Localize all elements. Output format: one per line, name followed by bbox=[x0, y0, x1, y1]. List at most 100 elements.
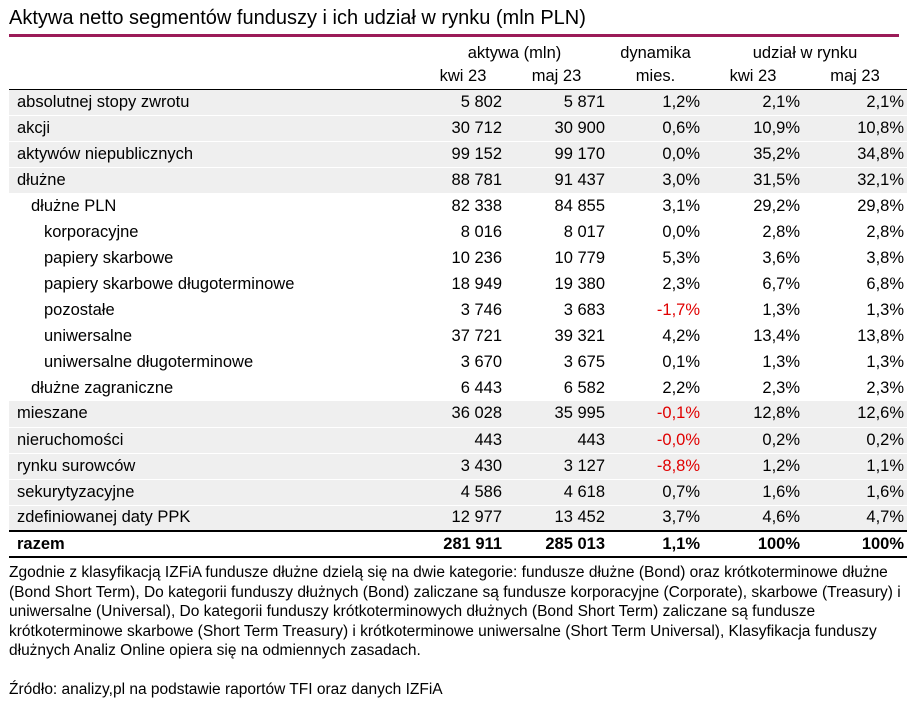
cell-dynamika-mies: 0,1% bbox=[662, 352, 701, 371]
cell-udzial-kwi23: 12,8% bbox=[703, 401, 804, 428]
cell-aktywa-maj23: 8 017 bbox=[563, 222, 606, 241]
cell-udzial-kwi23: 10,9% bbox=[703, 115, 804, 142]
cell-dynamika-mies: 0,7% bbox=[608, 479, 704, 506]
table-row-total: razem 281 911 285 013 1,1% 100% 100% bbox=[9, 530, 908, 558]
cell-udzial-maj23: 100% bbox=[803, 530, 908, 558]
cell-dynamika-mies: 3,7% bbox=[608, 505, 704, 532]
cell-aktywa-kwi23: 37 721 bbox=[451, 326, 502, 345]
cell-udzial-kwi23: 100% bbox=[703, 530, 804, 558]
row-label: nieruchomości bbox=[9, 427, 421, 454]
col-header-aktywa-kwi23: kwi 23 bbox=[421, 64, 505, 90]
cell-dynamika-mies: 0,0% bbox=[662, 222, 701, 241]
table-body: absolutnej stopy zwrotu 5 802 5 871 1,2% 2,1… bbox=[9, 89, 908, 558]
cell-aktywa-kwi23: 3 670 bbox=[460, 352, 502, 371]
row-label: mieszane bbox=[9, 401, 421, 428]
cell-udzial-maj23: 1,1% bbox=[803, 453, 908, 480]
cell-dynamika-mies: -1,7% bbox=[656, 300, 701, 319]
cell-aktywa-kwi23: 6 443 bbox=[460, 378, 502, 397]
cell-aktywa-kwi23: 82 338 bbox=[451, 196, 502, 215]
table-row: dłużne zagraniczne 6 443 6 582 2,2% 2,3% 2,3% bbox=[9, 375, 907, 401]
table-row: aktywów niepublicznych 99 152 99 170 0,0% 35… bbox=[9, 141, 908, 168]
cell-dynamika-mies: 2,3% bbox=[662, 274, 701, 293]
funds-table: aktywa (mln) dynamika udział w rynku kwi… bbox=[9, 39, 908, 558]
cell-aktywa-maj23: 91 437 bbox=[505, 167, 609, 194]
table-row: mieszane 36 028 35 995 -0,1% 12,8% 12,6% bbox=[9, 401, 908, 428]
row-label: dłużne bbox=[9, 167, 421, 194]
cell-aktywa-maj23: 5 871 bbox=[505, 89, 609, 116]
table-row: dłużne PLN 82 338 84 855 3,1% 29,2% 29,8% bbox=[9, 193, 907, 219]
col-header-dynamika-mies: mies. bbox=[608, 64, 704, 90]
table-row: dłużne 88 781 91 437 3,0% 31,5% 32,1% bbox=[9, 167, 908, 194]
table-row: absolutnej stopy zwrotu 5 802 5 871 1,2% 2,1… bbox=[9, 89, 908, 116]
col-header-udzial-maj23: maj 23 bbox=[803, 64, 908, 90]
cell-aktywa-kwi23: 30 712 bbox=[421, 115, 505, 142]
cell-udzial-maj23: 0,2% bbox=[803, 427, 908, 454]
header-group-row: aktywa (mln) dynamika udział w rynku bbox=[9, 39, 907, 64]
row-label: aktywów niepublicznych bbox=[9, 141, 421, 168]
row-label: uniwersalne bbox=[44, 326, 133, 345]
cell-udzial-maj23: 1,3% bbox=[866, 300, 905, 319]
cell-dynamika-mies: 1,1% bbox=[608, 530, 704, 558]
cell-udzial-maj23: 4,7% bbox=[803, 505, 908, 532]
row-label: papiery skarbowe długoterminowe bbox=[44, 274, 295, 293]
row-label: razem bbox=[9, 530, 421, 558]
cell-udzial-maj23: 13,8% bbox=[857, 326, 905, 345]
cell-aktywa-maj23: 19 380 bbox=[554, 274, 606, 293]
table-row: akcji 30 712 30 900 0,6% 10,9% 10,8% bbox=[9, 115, 908, 142]
table-header: aktywa (mln) dynamika udział w rynku kwi… bbox=[9, 39, 908, 90]
cell-aktywa-maj23: 10 779 bbox=[554, 248, 606, 267]
row-label: uniwersalne długoterminowe bbox=[44, 352, 254, 371]
row-label: pozostałe bbox=[44, 300, 115, 319]
report-figure: Aktywa netto segmentów funduszy i ich ud… bbox=[9, 7, 908, 698]
row-label: dłużne PLN bbox=[31, 196, 117, 215]
col-group-udzial: udział w rynku bbox=[752, 44, 858, 62]
row-label: sekurytyzacyjne bbox=[9, 479, 421, 506]
cell-aktywa-maj23: 30 900 bbox=[505, 115, 609, 142]
table-row: sekurytyzacyjne 4 586 4 618 0,7% 1,6% 1,6% bbox=[9, 479, 908, 506]
cell-dynamika-mies: -8,8% bbox=[608, 453, 704, 480]
cell-udzial-maj23: 1,3% bbox=[866, 352, 905, 371]
row-label: dłużne zagraniczne bbox=[31, 378, 174, 397]
cell-dynamika-mies: -0,0% bbox=[608, 427, 704, 454]
col-header-aktywa-maj23: maj 23 bbox=[505, 64, 609, 90]
cell-aktywa-kwi23: 4 586 bbox=[421, 479, 505, 506]
cell-udzial-maj23: 29,8% bbox=[857, 196, 905, 215]
cell-udzial-maj23: 1,6% bbox=[803, 479, 908, 506]
row-label: zdefiniowanej daty PPK bbox=[9, 505, 421, 532]
cell-aktywa-kwi23: 281 911 bbox=[421, 530, 505, 558]
cell-udzial-kwi23: 13,4% bbox=[753, 326, 801, 345]
cell-aktywa-maj23: 3 127 bbox=[505, 453, 609, 480]
cell-aktywa-maj23: 443 bbox=[505, 427, 609, 454]
row-label: korporacyjne bbox=[44, 222, 139, 241]
cell-dynamika-mies: 2,2% bbox=[662, 378, 701, 397]
table-row: nieruchomości 443 443 -0,0% 0,2% 0,2% bbox=[9, 427, 908, 454]
cell-aktywa-kwi23: 3 430 bbox=[421, 453, 505, 480]
cell-udzial-kwi23: 1,3% bbox=[762, 300, 801, 319]
table-row: papiery skarbowe długoterminowe 18 949 19 … bbox=[9, 271, 907, 297]
cell-aktywa-kwi23: 8 016 bbox=[460, 222, 502, 241]
header-spacer bbox=[9, 64, 421, 90]
cell-aktywa-maj23: 3 683 bbox=[563, 300, 606, 319]
cell-udzial-maj23: 12,6% bbox=[803, 401, 908, 428]
cell-aktywa-maj23: 39 321 bbox=[554, 326, 606, 345]
cell-dynamika-mies: -0,1% bbox=[608, 401, 704, 428]
table-row: papiery skarbowe 10 236 10 779 5,3% 3,6% 3,8% bbox=[9, 245, 907, 271]
cell-dynamika-mies: 1,2% bbox=[608, 89, 704, 116]
row-label: akcji bbox=[9, 115, 421, 142]
cell-udzial-kwi23: 35,2% bbox=[703, 141, 804, 168]
cell-udzial-kwi23: 1,3% bbox=[762, 352, 801, 371]
table-row: korporacyjne 8 016 8 017 0,0% 2,8% 2,8% bbox=[9, 219, 907, 245]
table-row: zdefiniowanej daty PPK 12 977 13 452 3,7% 4,… bbox=[9, 505, 908, 532]
row-label: absolutnej stopy zwrotu bbox=[9, 89, 421, 116]
cell-dynamika-mies: 3,0% bbox=[608, 167, 704, 194]
header-spacer bbox=[9, 39, 421, 64]
cell-dynamika-mies: 5,3% bbox=[662, 248, 701, 267]
cell-udzial-kwi23: 29,2% bbox=[753, 196, 801, 215]
cell-udzial-kwi23: 1,6% bbox=[703, 479, 804, 506]
header-sub-row: kwi 23 maj 23 mies. kwi 23 maj 23 bbox=[9, 64, 908, 90]
cell-udzial-kwi23: 2,8% bbox=[762, 222, 801, 241]
cell-udzial-kwi23: 31,5% bbox=[703, 167, 804, 194]
cell-aktywa-maj23: 84 855 bbox=[554, 196, 606, 215]
cell-udzial-kwi23: 6,7% bbox=[762, 274, 801, 293]
cell-udzial-maj23: 10,8% bbox=[803, 115, 908, 142]
